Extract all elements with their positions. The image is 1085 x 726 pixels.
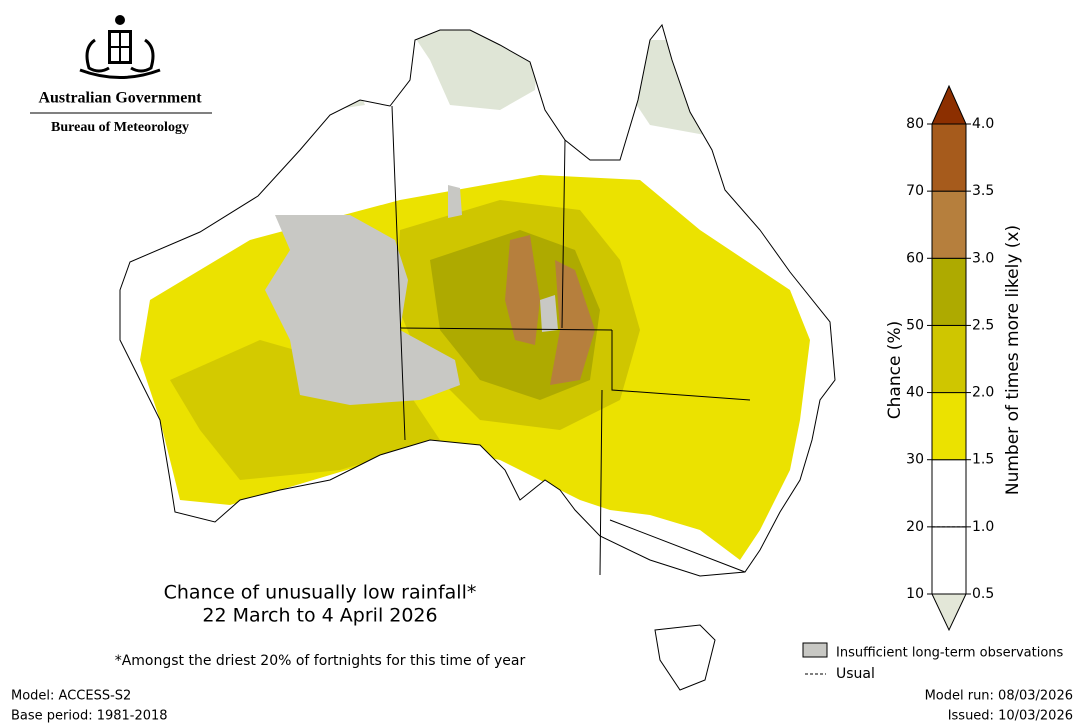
colorbar-band (931, 190, 967, 259)
logo (79, 15, 161, 79)
insufficient-swatch (802, 642, 828, 658)
chance-tick-label: 50 (906, 317, 924, 333)
under-arrow (931, 593, 967, 632)
likely-tick-label: 2.5 (972, 317, 994, 333)
title-line-1: Chance of unusually low rainfall* (164, 582, 477, 604)
likely-tick-label: 1.0 (972, 519, 994, 535)
colorbar-band (931, 123, 967, 192)
likely-tick-label: 3.5 (972, 183, 994, 199)
over-arrow (931, 84, 967, 125)
map (119, 23, 836, 691)
likely-tick-label: 3.0 (972, 250, 994, 266)
likely-tick-label: 4.0 (972, 116, 994, 132)
colorbar-band (931, 324, 967, 394)
insufficient-label: Insufficient long-term observations (836, 646, 1064, 661)
title-line-2: 22 March to 4 April 2026 (202, 605, 437, 627)
agency-name: Bureau of Meteorology (51, 120, 189, 135)
likely-tick-label: 2.0 (972, 385, 994, 401)
government-name: Australian Government (38, 90, 202, 107)
colorbar-band (931, 257, 967, 326)
likely-axis-label: Number of times more likely (x) (1003, 225, 1023, 495)
chance-tick-label: 60 (906, 250, 924, 266)
usual-label: Usual (836, 666, 875, 682)
chance-tick-label: 80 (906, 116, 924, 132)
chance-tick-label: 20 (906, 519, 924, 535)
chance-axis-label: Chance (%) (885, 321, 905, 419)
model-run: Model run: 08/03/2026 (925, 689, 1073, 704)
colorbar-band (931, 392, 967, 461)
likely-tick-label: 1.5 (972, 452, 994, 468)
likely-tick-label: 0.5 (972, 586, 994, 602)
model: Model: ACCESS-S2 (11, 689, 131, 704)
colorbar-band (931, 459, 967, 528)
issued: Issued: 10/03/2026 (948, 709, 1073, 724)
colorbar-band (931, 526, 967, 595)
chance-tick-label: 70 (906, 183, 924, 199)
colorbar: 10 20 30 40 50 60 70 80 0.5 1.0 1.5 2.0 2.5 3.0 3.5 4.0 (906, 84, 994, 632)
base-period: Base period: 1981-2018 (11, 709, 168, 724)
footnote: *Amongst the driest 20% of fortnights fo… (115, 653, 526, 669)
chance-tick-label: 30 (906, 452, 924, 468)
chance-tick-label: 40 (906, 385, 924, 401)
chance-tick-label: 10 (906, 586, 924, 602)
